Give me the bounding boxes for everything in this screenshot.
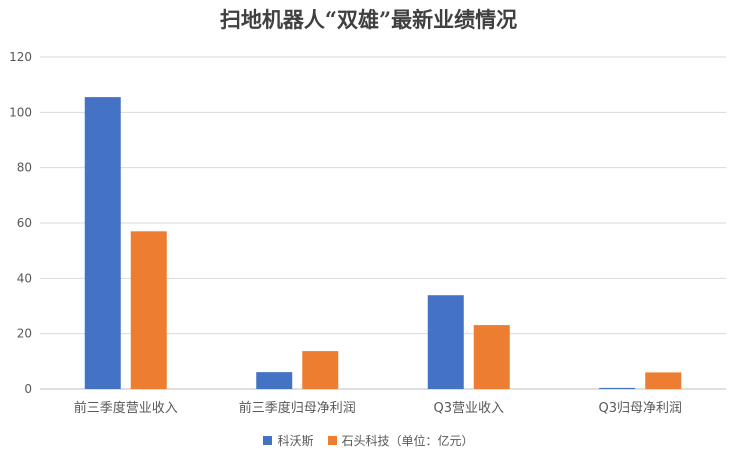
- legend: 科沃斯 石头科技（单位：亿元）: [0, 432, 737, 449]
- bar-chart: 0 20 40 60 80 100 120 前三季度营业收入 前三季度归母净利润 Q3营业收入 Q…: [9, 50, 726, 416]
- y-tick-label: 40: [17, 271, 32, 285]
- y-tick-label: 80: [17, 161, 32, 175]
- x-category-label: 前三季度归母净利润: [239, 400, 356, 416]
- bar: [599, 387, 636, 389]
- x-category-label: Q3营业收入: [433, 401, 504, 416]
- bar: [130, 231, 167, 389]
- bar: [256, 372, 293, 389]
- bar: [84, 97, 121, 389]
- x-category-label: 前三季度营业收入: [74, 400, 178, 416]
- bar: [473, 325, 510, 389]
- y-axis-tick-labels: 0 20 40 60 80 100 120: [9, 50, 32, 396]
- legend-label: 科沃斯: [277, 434, 314, 448]
- bar: [427, 295, 464, 389]
- y-tick-label: 120: [9, 50, 32, 64]
- legend-swatch: [327, 436, 337, 445]
- legend-swatch: [263, 436, 273, 445]
- x-axis-category-labels: 前三季度营业收入 前三季度归母净利润 Q3营业收入 Q3归母净利润: [74, 400, 682, 416]
- legend-label: 石头科技（单位：亿元）: [341, 434, 474, 448]
- bar: [645, 372, 682, 389]
- y-tick-label: 20: [17, 327, 32, 341]
- legend-item-series-1: 石头科技（单位：亿元）: [327, 432, 474, 449]
- y-tick-label: 100: [9, 105, 32, 119]
- bars: [84, 97, 682, 389]
- chart-title: 扫地机器人“双雄”最新业绩情况: [219, 7, 518, 32]
- bar: [302, 351, 339, 389]
- y-tick-label: 60: [17, 216, 32, 230]
- y-tick-label: 0: [24, 382, 32, 396]
- legend-item-series-0: 科沃斯: [263, 432, 314, 449]
- x-category-label: Q3归母净利润: [598, 401, 682, 416]
